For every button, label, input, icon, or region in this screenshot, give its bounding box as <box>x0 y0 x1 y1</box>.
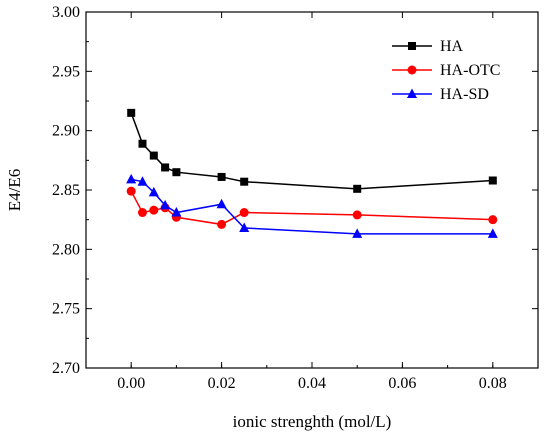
x-tick-label: 0.02 <box>208 375 236 392</box>
data-point-square <box>488 176 497 185</box>
data-point-triangle <box>137 176 148 186</box>
data-point-triangle <box>352 228 363 238</box>
series-ha <box>127 108 497 193</box>
legend-label: HA <box>440 38 464 55</box>
data-point-circle <box>488 215 498 225</box>
series-line <box>130 190 493 226</box>
y-axis-title: E4/E6 <box>5 169 24 212</box>
legend-item: HA-OTC <box>392 62 500 79</box>
y-tick-label: 2.85 <box>52 182 80 199</box>
data-point-circle <box>407 65 417 75</box>
data-point-square <box>149 151 158 160</box>
x-tick-label: 0.06 <box>388 375 416 392</box>
y-tick-label: 2.70 <box>52 360 80 377</box>
data-point-triangle <box>148 186 159 197</box>
data-point-triangle <box>487 228 498 238</box>
series-line <box>130 112 493 190</box>
data-point-triangle <box>216 198 227 209</box>
series-ha-sd <box>126 173 498 238</box>
legend-item: HA <box>392 38 464 55</box>
y-tick-label: 2.80 <box>52 241 80 258</box>
data-point-triangle <box>407 88 417 98</box>
data-point-square <box>353 184 362 193</box>
data-point-circle <box>126 186 136 196</box>
data-point-triangle <box>126 173 137 184</box>
data-point-circle <box>217 219 227 229</box>
data-point-triangle <box>239 222 250 232</box>
legend: HA HA-OTC HA-SD <box>392 38 500 103</box>
y-tick-label: 2.95 <box>52 63 80 80</box>
x-tick-label: 0.00 <box>117 375 145 392</box>
data-point-circle <box>149 205 159 215</box>
data-point-square <box>127 108 136 117</box>
x-tick-label: 0.04 <box>298 375 326 392</box>
data-point-square <box>172 168 181 177</box>
data-point-triangle <box>160 199 171 210</box>
data-point-circle <box>138 208 147 218</box>
legend-label: HA-SD <box>440 86 489 103</box>
data-point-circle <box>352 210 362 220</box>
series-line <box>131 178 493 235</box>
y-tick-label: 2.75 <box>52 301 80 318</box>
data-point-square <box>240 177 249 186</box>
data-point-triangle <box>171 207 182 217</box>
y-tick-label: 3.00 <box>52 4 80 21</box>
legend-label: HA-OTC <box>440 62 500 79</box>
x-tick-label: 0.08 <box>479 375 507 392</box>
series-layer <box>126 108 498 238</box>
axes: 0.00 0.02 0.04 0.06 0.08 2.70 2.75 2.80 2.85 2.90… <box>52 4 539 392</box>
series-ha-otc <box>126 186 498 229</box>
y-tick-label: 2.90 <box>52 123 80 140</box>
x-axis-title: ionic strenghth (mol/L) <box>233 412 392 431</box>
data-point-square <box>138 139 147 148</box>
data-point-square <box>217 172 226 181</box>
legend-item: HA-SD <box>392 86 489 103</box>
data-point-circle <box>239 208 249 218</box>
data-point-square <box>161 163 170 172</box>
data-point-square <box>408 42 416 50</box>
